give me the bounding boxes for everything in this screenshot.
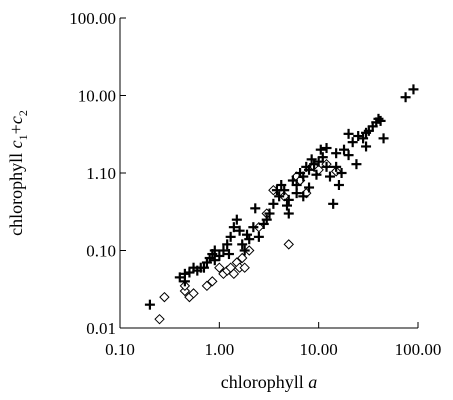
- data-point-plus: [343, 128, 354, 139]
- data-point-plus: [218, 245, 229, 256]
- x-tick-label: 0.10: [105, 340, 135, 359]
- data-point-plus: [408, 84, 419, 95]
- data-point-plus: [144, 299, 155, 310]
- data-point-diamond: [237, 252, 248, 264]
- data-point-plus: [271, 185, 282, 196]
- data-point-plus: [234, 225, 245, 236]
- data-point-plus: [304, 182, 315, 193]
- data-point-plus: [283, 194, 294, 205]
- data-point-plus: [268, 198, 279, 209]
- data-point-plus: [304, 164, 315, 175]
- data-point-plus: [343, 150, 354, 161]
- y-tick-label: 100.00: [69, 9, 116, 28]
- data-point-plus: [253, 231, 264, 242]
- data-point-plus: [331, 148, 342, 159]
- data-point-plus: [276, 180, 287, 191]
- x-axis-label: chlorophyll a: [221, 372, 318, 392]
- data-point-plus: [339, 144, 350, 155]
- data-point-plus: [400, 92, 411, 103]
- data-point-diamond: [207, 276, 218, 287]
- data-point-plus: [291, 188, 302, 199]
- data-point-diamond: [201, 280, 213, 292]
- data-point-plus: [274, 191, 285, 202]
- data-point-plus: [315, 144, 326, 155]
- data-point-diamond: [154, 313, 165, 325]
- data-point-plus: [328, 198, 339, 209]
- data-point-plus: [244, 234, 255, 245]
- y-ticks: 0.01 0.10 1.10 10.00 100.00: [69, 9, 126, 338]
- data-point-plus: [209, 245, 220, 256]
- data-point-plus: [375, 115, 386, 126]
- data-point-plus: [298, 191, 309, 202]
- y-tick-label: 1.10: [86, 164, 116, 183]
- axes: [119, 18, 418, 329]
- data-point-diamond: [188, 288, 199, 299]
- data-point-plus: [358, 133, 369, 144]
- data-point-plus: [248, 222, 259, 233]
- x-tick-label: 10.00: [300, 340, 338, 359]
- data-point-plus: [311, 169, 322, 180]
- data-point-diamond: [283, 239, 294, 250]
- data-point-plus: [250, 203, 261, 214]
- data-point-plus: [174, 272, 185, 283]
- data-point-plus: [333, 180, 344, 191]
- data-point-plus: [298, 171, 309, 182]
- x-tick-label: 100.00: [395, 340, 442, 359]
- data-point-plus: [222, 239, 233, 250]
- data-point-plus: [361, 141, 372, 152]
- data-point-plus: [283, 208, 294, 219]
- data-point-plus: [378, 133, 389, 144]
- data-point-plus: [225, 231, 236, 242]
- data-point-plus: [347, 137, 358, 148]
- data-points: [144, 84, 419, 325]
- data-point-plus: [336, 168, 347, 178]
- data-point-plus: [209, 255, 220, 266]
- data-point-plus: [223, 249, 234, 260]
- data-point-plus: [324, 171, 335, 182]
- data-point-plus: [264, 208, 275, 219]
- data-point-plus: [351, 159, 362, 170]
- data-point-diamond: [214, 262, 225, 273]
- data-point-plus: [195, 262, 206, 273]
- data-point-plus: [231, 214, 242, 225]
- data-point-plus: [258, 218, 269, 229]
- data-point-plus: [317, 152, 328, 163]
- data-point-plus: [228, 222, 239, 233]
- data-point-diamond: [239, 262, 250, 273]
- y-axis-label: chlorophyll c1+c2: [6, 110, 30, 236]
- y-tick-label: 0.10: [86, 242, 116, 261]
- data-point-plus: [239, 245, 250, 256]
- data-point-plus: [321, 161, 332, 172]
- x-ticks: 0.10 1.00 10.00 100.00: [105, 322, 441, 359]
- data-point-plus: [331, 161, 342, 172]
- data-point-plus: [282, 200, 293, 211]
- data-point-diamond: [159, 291, 170, 303]
- x-tick-label: 1.00: [204, 340, 234, 359]
- data-point-diamond: [228, 268, 240, 280]
- data-point-plus: [237, 239, 248, 250]
- data-point-plus: [373, 113, 384, 124]
- data-point-plus: [179, 276, 190, 287]
- y-tick-label: 0.01: [86, 319, 116, 338]
- y-tick-label: 10.00: [78, 87, 116, 106]
- data-point-plus: [321, 143, 332, 154]
- data-point-plus: [242, 229, 253, 240]
